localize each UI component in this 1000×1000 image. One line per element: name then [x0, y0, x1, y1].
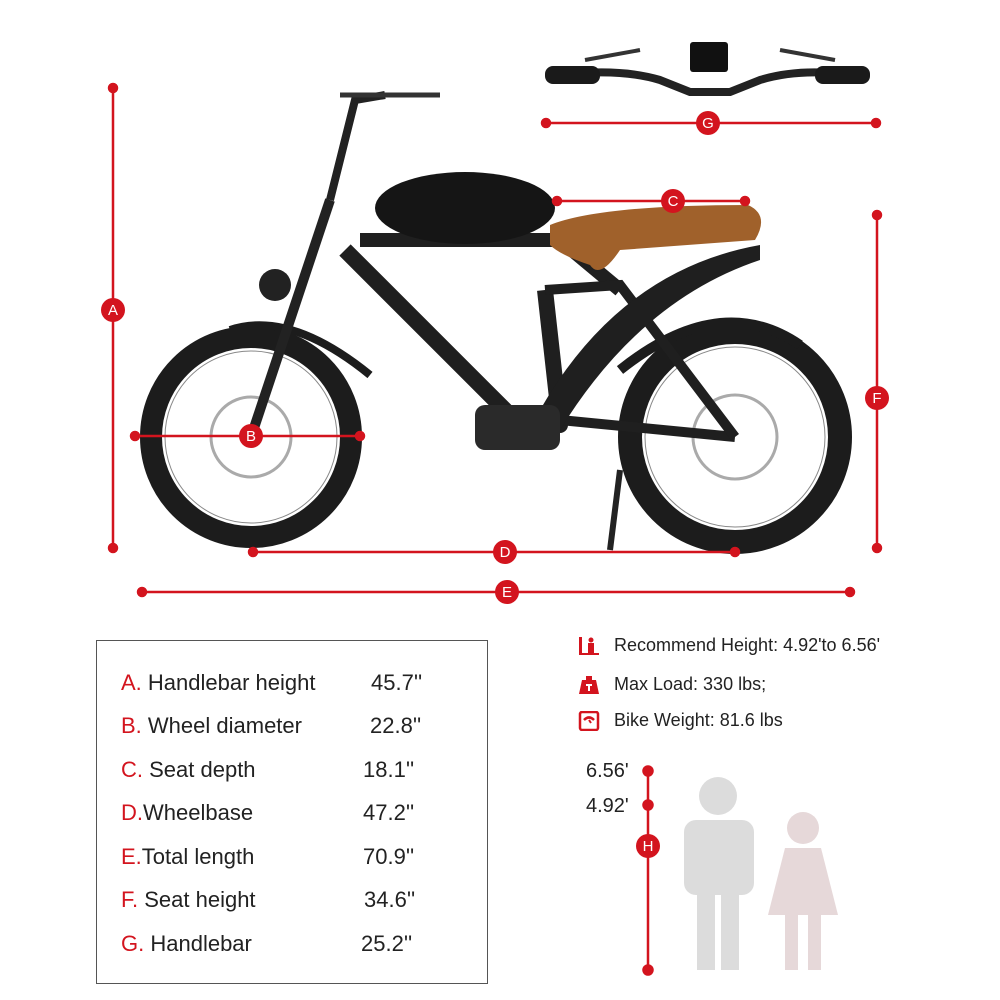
marker-b: B	[239, 424, 263, 448]
spec-letter: G.	[121, 931, 145, 956]
spec-label: Seat depth	[143, 757, 256, 782]
spec-value: 45.7''	[371, 670, 423, 695]
woman-silhouette	[768, 812, 838, 970]
svg-text:F: F	[872, 390, 881, 407]
spec-letter: A.	[121, 670, 142, 695]
svg-text:C: C	[668, 193, 679, 210]
spec-row: B. Wheel diameter 22.8''	[121, 711, 421, 741]
info-text: Bike Weight: 81.6 lbs	[614, 710, 783, 730]
spec-row: C. Seat depth 18.1''	[121, 755, 414, 785]
marker-a: A	[101, 298, 125, 322]
marker-h: H	[636, 834, 660, 858]
svg-text:D: D	[500, 544, 511, 561]
spec-label: Wheel diameter	[141, 713, 302, 738]
spec-value: 25.2''	[361, 931, 413, 956]
height-ruler-icon	[579, 637, 599, 656]
spec-letter: D.	[121, 800, 143, 825]
spec-value: 47.2''	[363, 800, 415, 825]
marker-f: F	[865, 386, 889, 410]
spec-label: Wheelbase	[143, 800, 254, 825]
height-min-label: 4.92'	[586, 795, 629, 817]
spec-label: Handlebar height	[141, 670, 316, 695]
spec-label: Handlebar	[144, 931, 252, 956]
info-recommend-height: Recommend Height: 4.92'to 6.56'	[578, 633, 880, 657]
svg-text:A: A	[108, 302, 118, 319]
marker-c: C	[661, 189, 685, 213]
spec-table: A. Handlebar height 45.7'' B. Wheel diame…	[96, 640, 488, 984]
spec-row: E.Total length 70.9''	[121, 842, 414, 872]
height-max-label: 6.56'	[586, 760, 629, 782]
spec-value: 34.6''	[364, 887, 416, 912]
man-silhouette	[684, 777, 754, 970]
spec-row: D.Wheelbase 47.2''	[121, 798, 414, 828]
spec-value: 18.1''	[363, 757, 415, 782]
svg-text:B: B	[246, 428, 256, 445]
info-max-load: Max Load: 330 lbs;	[578, 672, 766, 696]
spec-letter: C.	[121, 757, 143, 782]
scale-icon	[578, 711, 600, 732]
spec-value: 22.8''	[370, 713, 422, 738]
svg-text:E: E	[502, 584, 512, 601]
spec-letter: F.	[121, 887, 139, 912]
spec-value: 70.9''	[363, 844, 415, 869]
spec-letter: E.	[121, 844, 142, 869]
info-text: Max Load: 330 lbs;	[614, 674, 767, 694]
marker-e: E	[495, 580, 519, 604]
spec-label: Seat height	[138, 887, 256, 912]
svg-text:H: H	[643, 838, 654, 855]
info-text: Recommend Height: 4.92'to 6.56'	[614, 635, 881, 655]
svg-text:G: G	[702, 115, 714, 132]
info-bike-weight: Bike Weight: 81.6 lbs	[578, 708, 783, 732]
ebike-image	[140, 91, 852, 554]
spec-label: Total length	[141, 844, 255, 869]
weight-load-icon	[579, 676, 599, 695]
marker-g: G	[696, 111, 720, 135]
spec-letter: B.	[121, 713, 142, 738]
spec-row: G. Handlebar 25.2''	[121, 929, 412, 959]
spec-row: A. Handlebar height 45.7''	[121, 668, 422, 698]
marker-d: D	[493, 540, 517, 564]
handlebar-top-view	[545, 42, 870, 96]
spec-row: F. Seat height 34.6''	[121, 885, 415, 915]
